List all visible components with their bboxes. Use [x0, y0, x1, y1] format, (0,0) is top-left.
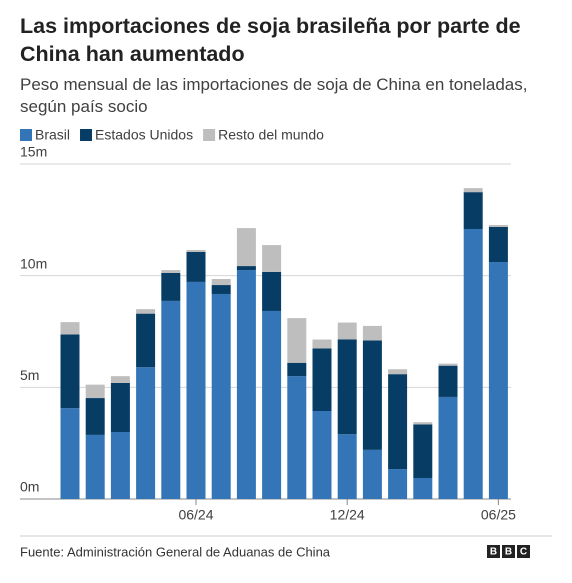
bar-segment [161, 300, 181, 499]
bar-segment [236, 266, 256, 271]
bar-segment [388, 374, 408, 470]
bar-segment [110, 382, 130, 432]
bar-segment [136, 309, 156, 314]
bar-segment [287, 376, 307, 499]
bar-segment [161, 270, 181, 273]
bar-segment [287, 318, 307, 363]
y-tick-label: 5m [20, 367, 39, 383]
bar-segment [312, 348, 332, 412]
bar-segment [110, 376, 130, 383]
bar-segment [362, 340, 382, 450]
bar-segment [337, 434, 357, 499]
bar-segment [488, 262, 508, 499]
legend-label: Estados Unidos [95, 127, 193, 143]
legend-label: Brasil [35, 127, 70, 143]
y-tick-label: 0m [20, 479, 39, 495]
bar-segment [161, 272, 181, 301]
bar-segment [362, 325, 382, 341]
bar-segment [60, 334, 80, 409]
bar-segment [211, 285, 231, 294]
bar-segment [312, 339, 332, 349]
bar-segment [362, 449, 382, 499]
bar-segment [413, 424, 433, 479]
bar-segment [236, 270, 256, 499]
bar-segment [60, 408, 80, 499]
bar-segment [136, 313, 156, 368]
bar-segment [110, 432, 130, 499]
bar-segment [312, 411, 332, 499]
bar-segment [463, 192, 483, 229]
bar-segment [85, 398, 105, 435]
bar-segment [438, 363, 458, 366]
bar-segment [287, 362, 307, 377]
bar-segment [186, 281, 206, 499]
bar-segment [211, 293, 231, 499]
bar-segment [85, 384, 105, 399]
bar-segment [463, 188, 483, 193]
legend-swatch [203, 129, 216, 141]
y-tick-label: 15m [20, 144, 47, 160]
bar-segment [388, 369, 408, 375]
bar-segment [413, 422, 433, 425]
bar-segment [413, 478, 433, 499]
bar-segment [388, 469, 408, 499]
bar-segment [136, 367, 156, 499]
x-tick-label: 12/24 [330, 507, 365, 523]
bar-segment [186, 251, 206, 282]
source: Fuente: Administración General de Aduana… [20, 544, 331, 559]
bar-segment [211, 279, 231, 286]
bar-segment [438, 396, 458, 499]
legend-swatch [80, 129, 93, 141]
x-tick-label: 06/24 [178, 507, 213, 523]
y-tick-label: 10m [20, 255, 47, 271]
bar-segment [186, 249, 206, 252]
bar-segment [236, 228, 256, 267]
chart-title: Las importaciones de soja brasileña por … [20, 14, 521, 66]
logo-letter: C [520, 547, 527, 558]
logo-box [517, 545, 530, 558]
chart-subtitle: Peso mensual de las importaciones de soj… [20, 75, 528, 116]
bar-segment [463, 228, 483, 500]
bar-segment [262, 271, 282, 311]
bar-segment [488, 226, 508, 263]
legend-swatch [20, 129, 32, 141]
bar-segment [438, 365, 458, 397]
logo-letter: B [490, 547, 497, 558]
bar-segment [85, 434, 105, 499]
x-tick-label: 06/25 [481, 507, 516, 523]
logo-box [502, 545, 515, 558]
bar-segment [488, 224, 508, 227]
legend-label: Resto del mundo [218, 127, 324, 143]
bar-segment [337, 322, 357, 340]
bar-segment [262, 310, 282, 499]
bar-segment [60, 322, 80, 335]
bar-segment [262, 245, 282, 272]
logo-letter: B [505, 547, 512, 558]
logo-box [487, 545, 500, 558]
bar-segment [337, 339, 357, 435]
